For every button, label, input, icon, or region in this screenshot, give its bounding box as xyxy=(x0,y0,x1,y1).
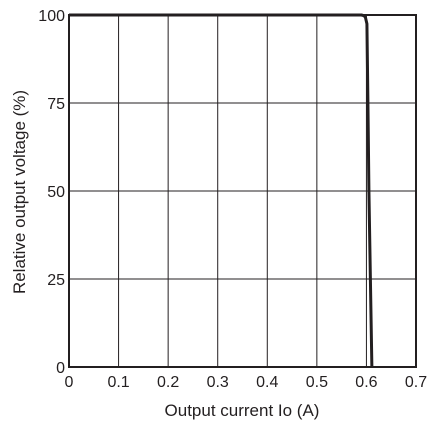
y-tick-label: 0 xyxy=(56,360,65,377)
y-axis-ticks: 0 25 50 75 100 xyxy=(38,8,65,377)
x-tick-label: 0.7 xyxy=(405,374,427,391)
x-tick-label: 0.1 xyxy=(107,374,129,391)
y-tick-label: 75 xyxy=(47,96,65,113)
x-tick-label: 0.5 xyxy=(306,374,328,391)
x-tick-label: 0.2 xyxy=(157,374,179,391)
x-tick-label: 0.3 xyxy=(207,374,229,391)
y-tick-label: 50 xyxy=(47,184,65,201)
grid xyxy=(68,14,417,368)
x-tick-label: 0.4 xyxy=(256,374,278,391)
x-tick-label: 0 xyxy=(65,374,74,391)
x-tick-label: 0.6 xyxy=(355,374,377,391)
y-tick-label: 100 xyxy=(38,8,65,25)
y-axis-label: Relative output voltage (%) xyxy=(10,90,29,294)
x-axis-ticks: 0 0.1 0.2 0.3 0.4 0.5 0.6 0.7 xyxy=(65,374,428,391)
y-tick-label: 25 xyxy=(47,272,65,289)
plot-frame xyxy=(68,14,417,368)
x-axis-label: Output current Io (A) xyxy=(165,401,320,420)
